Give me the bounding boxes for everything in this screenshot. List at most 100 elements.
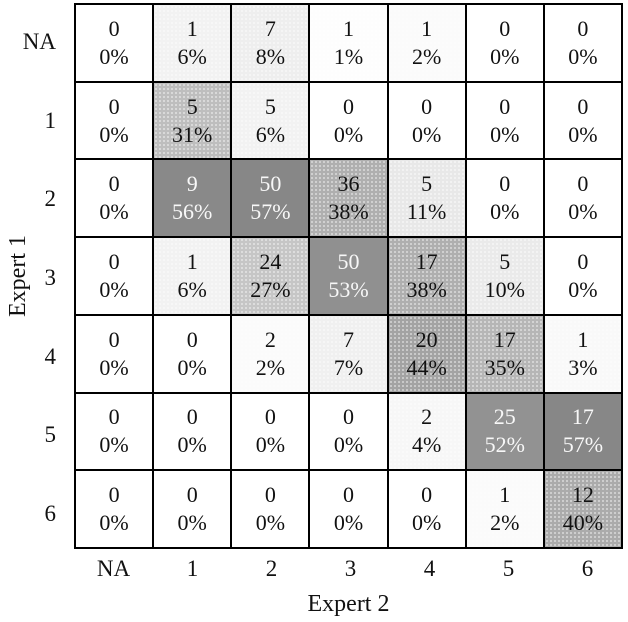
matrix-cell: 0 0% xyxy=(544,238,621,314)
matrix-cell: 0 0% xyxy=(76,5,153,81)
col-label: NA xyxy=(96,556,131,581)
matrix-cell: 0 0% xyxy=(310,471,387,547)
cell-count: 50 xyxy=(259,171,282,197)
cell-count: 24 xyxy=(259,248,282,274)
matrix-cell: 7 8% xyxy=(232,5,309,81)
cell-percent: 10% xyxy=(484,276,525,302)
matrix-cell: 5 6% xyxy=(232,82,309,159)
matrix-cell: 2 2% xyxy=(232,315,309,392)
matrix-cell: 1 3% xyxy=(544,315,621,392)
matrix-cell: 1 2% xyxy=(466,471,543,547)
matrix-cell: 0 0% xyxy=(466,5,543,81)
cell-count: 1 xyxy=(577,326,589,352)
col-labels: NA 1 2 3 4 5 6 xyxy=(74,556,627,582)
matrix-cell: 7 7% xyxy=(310,315,387,392)
cell-percent: 2% xyxy=(490,510,520,536)
cell-count: 0 xyxy=(577,93,589,119)
cell-percent: 57% xyxy=(562,432,604,458)
cell-percent: 0% xyxy=(99,43,129,69)
cell-count: 1 xyxy=(342,15,354,41)
matrix-cell: 17 35% xyxy=(466,315,543,392)
cell-count: 17 xyxy=(571,404,594,430)
cell-percent: 0% xyxy=(99,510,129,536)
cell-percent: 2% xyxy=(255,354,286,380)
matrix-cell: 5 11% xyxy=(388,160,465,237)
cell-count: 0 xyxy=(108,171,120,197)
cell-percent: 0% xyxy=(177,354,207,380)
matrix-cell: 0 0% xyxy=(76,238,153,314)
matrix-cell: 0 0% xyxy=(154,315,231,392)
cell-count: 0 xyxy=(577,171,589,197)
cell-percent: 1% xyxy=(333,43,364,69)
row-labels: NA 1 2 3 4 5 6 xyxy=(0,3,56,553)
matrix-cell: 0 0% xyxy=(544,5,621,81)
cell-count: 36 xyxy=(337,171,360,197)
cell-count: 1 xyxy=(186,248,198,274)
cell-count: 0 xyxy=(108,482,120,508)
cell-count: 12 xyxy=(571,482,594,508)
x-axis-title: Expert 2 xyxy=(307,591,390,617)
cell-count: 50 xyxy=(337,248,360,274)
cell-count: 0 xyxy=(499,171,511,197)
row-label: 3 xyxy=(44,265,57,291)
cell-percent: 27% xyxy=(250,276,291,302)
cell-count: 0 xyxy=(577,248,589,274)
cell-count: 0 xyxy=(499,15,511,41)
matrix-cell: 0 0% xyxy=(76,160,153,237)
cell-count: 7 xyxy=(342,326,354,352)
matrix-cell: 0 0% xyxy=(466,82,543,159)
col-label: 3 xyxy=(344,556,357,581)
matrix-cell: 0 0% xyxy=(76,393,153,470)
cell-percent: 0% xyxy=(490,43,520,69)
cell-count: 17 xyxy=(493,326,516,352)
row-label: 4 xyxy=(44,343,57,369)
cell-percent: 52% xyxy=(484,432,525,458)
matrix-cell: 17 57% xyxy=(544,393,621,470)
cell-count: 0 xyxy=(264,482,276,508)
col-label: 4 xyxy=(423,556,436,581)
cell-count: 0 xyxy=(577,15,589,41)
cell-count: 1 xyxy=(499,482,511,508)
cell-count: 0 xyxy=(264,404,276,430)
cell-percent: 6% xyxy=(255,121,286,147)
matrix-cell: 0 0% xyxy=(76,471,153,547)
cell-percent: 0% xyxy=(490,199,520,225)
cell-count: 0 xyxy=(186,404,198,430)
matrix-cell: 0 0% xyxy=(388,471,465,547)
matrix-cell: 2 4% xyxy=(388,393,465,470)
matrix-cell: 0 0% xyxy=(388,82,465,159)
matrix-cell: 0 0% xyxy=(154,393,231,470)
row-label: 6 xyxy=(44,500,57,526)
cell-count: 0 xyxy=(421,93,433,119)
row-label: NA xyxy=(22,29,56,55)
cell-count: 1 xyxy=(421,15,433,41)
cell-count: 2 xyxy=(264,326,276,352)
row-label: 5 xyxy=(44,422,57,448)
cell-percent: 57% xyxy=(250,199,291,225)
cell-percent: 0% xyxy=(333,510,364,536)
cell-percent: 11% xyxy=(406,199,447,225)
cell-percent: 7% xyxy=(333,354,364,380)
cell-percent: 0% xyxy=(99,199,129,225)
cell-count: 7 xyxy=(264,15,276,41)
cell-count: 0 xyxy=(342,93,354,119)
cell-percent: 3% xyxy=(568,354,598,380)
cell-percent: 0% xyxy=(333,432,364,458)
cell-count: 17 xyxy=(415,248,438,274)
cell-count: 5 xyxy=(264,93,276,119)
cell-percent: 8% xyxy=(255,43,286,69)
cell-percent: 35% xyxy=(484,354,525,380)
cell-percent: 0% xyxy=(333,121,364,147)
confusion-matrix-grid: 0 0% 1 6% 7 8% 1 1% 1 2% 0 0% 0 0% 0 0% 5 31% 5 6% 0 0% 0 0% 0 0%… xyxy=(74,3,623,549)
cell-count: 25 xyxy=(493,404,516,430)
cell-count: 20 xyxy=(415,326,438,352)
matrix-cell: 9 56% xyxy=(154,160,231,237)
cell-percent: 0% xyxy=(490,121,520,147)
matrix-cell: 1 6% xyxy=(154,238,231,314)
cell-count: 0 xyxy=(499,93,511,119)
matrix-cell: 12 40% xyxy=(544,471,621,547)
col-label: 1 xyxy=(186,556,199,581)
cell-count: 0 xyxy=(342,482,354,508)
cell-count: 0 xyxy=(108,15,120,41)
cell-percent: 0% xyxy=(99,432,129,458)
